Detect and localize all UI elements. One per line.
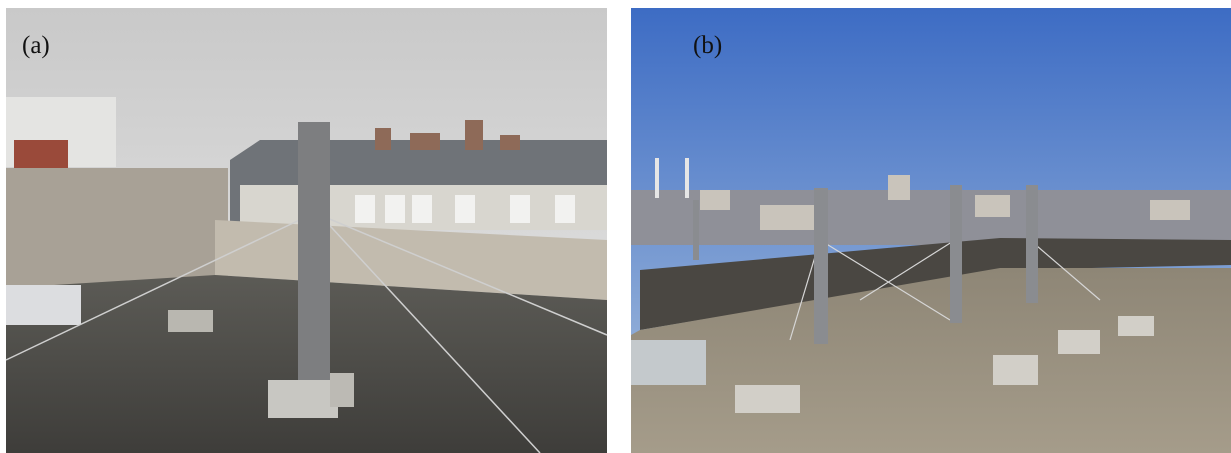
- wall: [640, 238, 1231, 330]
- parapet-wall: [6, 168, 228, 290]
- block: [330, 373, 354, 407]
- blocks: [735, 316, 1154, 413]
- guy-wires: [5, 214, 608, 453]
- photo-a: (a): [5, 8, 608, 453]
- skylight: [6, 285, 81, 325]
- block: [268, 380, 338, 418]
- panel-label: (a): [22, 32, 50, 59]
- masts: [693, 185, 1038, 344]
- skylight: [631, 340, 706, 385]
- panel-label: (b): [693, 32, 722, 59]
- block: [168, 310, 213, 332]
- chimneys: [14, 120, 520, 168]
- city: [631, 190, 1231, 245]
- guy-wires: [789, 239, 1101, 341]
- buildings: [655, 158, 1190, 230]
- mast: [298, 122, 330, 385]
- dormers: [355, 195, 575, 223]
- photo-b: (b): [631, 8, 1231, 453]
